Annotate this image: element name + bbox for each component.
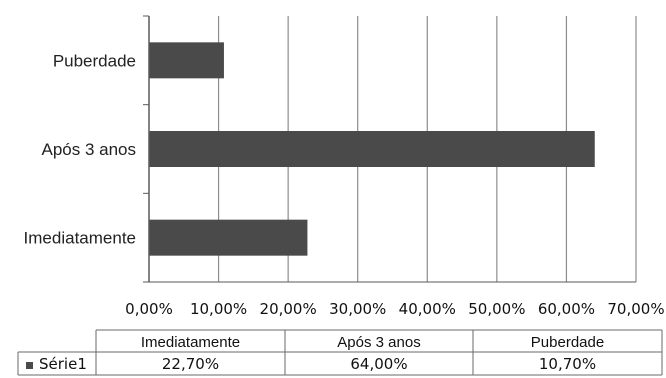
table-header-cell: Após 3 anos bbox=[337, 334, 420, 351]
table-value-cell: 10,70% bbox=[539, 355, 596, 373]
bars bbox=[149, 42, 595, 256]
data-table: Imediatamente Após 3 anos Puberdade Série1 2… bbox=[17, 329, 663, 376]
category-label: Puberdade bbox=[53, 51, 136, 70]
series-name: Série1 bbox=[39, 355, 87, 373]
table-value-cell: 22,70% bbox=[162, 355, 219, 373]
table-header-cell: Puberdade bbox=[531, 334, 604, 351]
x-tick-label: 40,00% bbox=[399, 300, 456, 318]
bar bbox=[149, 219, 308, 256]
category-label: Imediatamente bbox=[24, 229, 136, 248]
category-labels: Imediatamente Após 3 anos Puberdade bbox=[24, 51, 136, 247]
x-tick-label: 60,00% bbox=[538, 300, 595, 318]
bar bbox=[149, 42, 224, 79]
x-tick-label: 0,00% bbox=[125, 300, 173, 318]
legend-key bbox=[26, 362, 33, 369]
bar bbox=[149, 131, 595, 167]
category-label: Após 3 anos bbox=[41, 140, 136, 159]
x-tick-label: 30,00% bbox=[329, 300, 386, 318]
x-tick-label: 70,00% bbox=[607, 300, 664, 318]
x-tick-label: 50,00% bbox=[468, 300, 525, 318]
x-tick-label: 20,00% bbox=[260, 300, 317, 318]
axes bbox=[143, 15, 636, 283]
table-value-cell: 64,00% bbox=[350, 355, 407, 373]
table-header-cell: Imediatamente bbox=[141, 334, 240, 351]
x-tick-labels: 0,00% 10,00% 20,00% 30,00% 40,00% 50,00% 60,00… bbox=[125, 300, 664, 318]
x-tick-label: 10,00% bbox=[190, 300, 247, 318]
